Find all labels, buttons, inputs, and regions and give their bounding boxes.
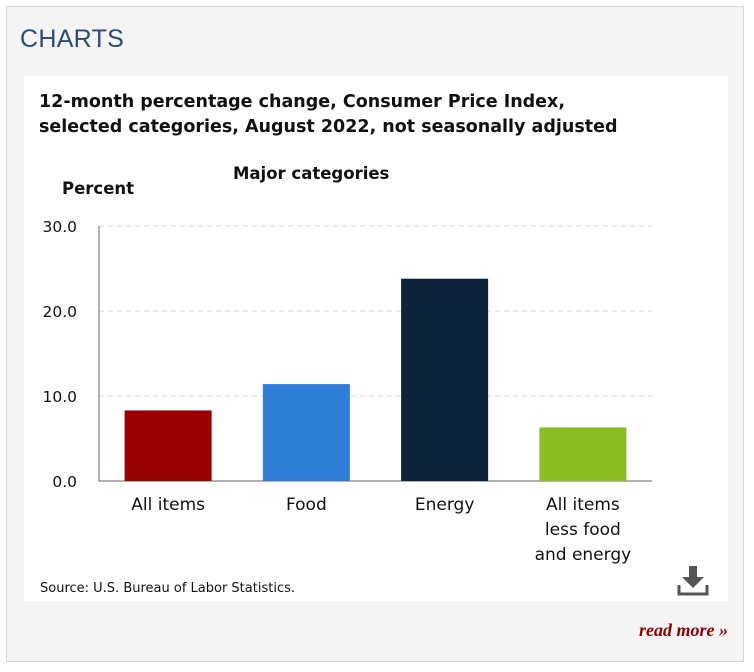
x-tick-label: All items xyxy=(546,495,620,515)
bar xyxy=(262,384,350,481)
bar xyxy=(539,427,627,481)
y-tick-label: 10.0 xyxy=(42,388,77,406)
y-tick-label: 30.0 xyxy=(42,218,77,236)
chart-subtitle: Major categories xyxy=(233,164,390,183)
x-tick-label: Energy xyxy=(415,495,475,515)
section-title: CHARTS xyxy=(20,25,125,53)
y-tick-label: 0.0 xyxy=(52,473,77,491)
bar xyxy=(124,410,212,481)
x-tick-label: less food xyxy=(545,520,621,540)
chart-card xyxy=(24,76,728,601)
download-icon xyxy=(677,566,709,596)
read-more-link[interactable]: read more » xyxy=(639,620,728,640)
x-tick-label: Food xyxy=(286,495,327,515)
download-button[interactable] xyxy=(676,563,710,597)
bar xyxy=(401,278,489,481)
x-tick-label: and energy xyxy=(535,545,632,565)
source-note: Source: U.S. Bureau of Labor Statistics. xyxy=(40,581,295,596)
chart-card-title-line-1: 12-month percentage change, Consumer Pri… xyxy=(39,92,565,112)
y-tick-label: 20.0 xyxy=(42,303,77,321)
x-tick-label: All items xyxy=(131,495,205,515)
y-axis-label: Percent xyxy=(62,179,135,198)
chart-card-title-line-2: selected categories, August 2022, not se… xyxy=(39,117,618,137)
chart-card-title: 12-month percentage change, Consumer Pri… xyxy=(39,90,679,140)
